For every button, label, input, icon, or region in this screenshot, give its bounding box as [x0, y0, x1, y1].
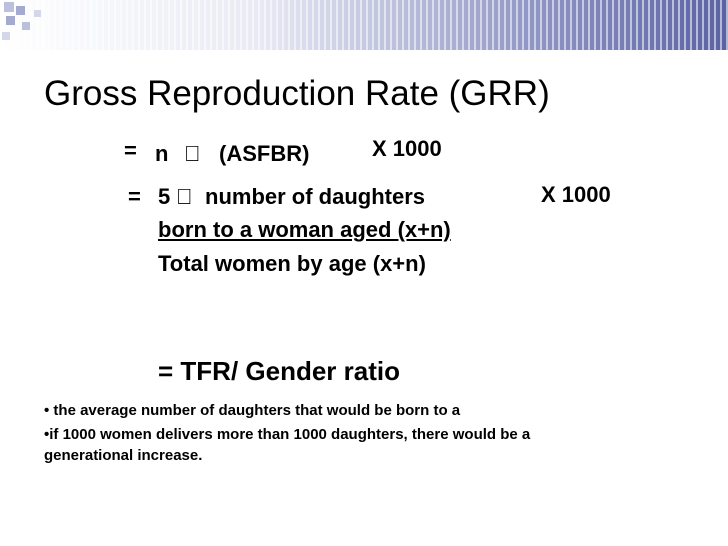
slide-title: Gross Reproduction Rate (GRR) — [44, 74, 550, 113]
sum-symbol:  — [184, 141, 201, 167]
header-stripes — [0, 0, 728, 50]
formula2-denominator: Total women by age (x+n) — [158, 251, 426, 276]
formula2-numerator-line2: born to a woman aged (x+n) — [158, 217, 451, 242]
formula2-multiplier: X 1000 — [541, 182, 611, 207]
decor-square — [34, 10, 41, 17]
formula2-equals: = — [128, 184, 141, 209]
sum-symbol:  — [176, 184, 193, 210]
note-line: • the average number of daughters that w… — [44, 402, 461, 419]
formula2-five: 5 — [158, 184, 171, 209]
formula1-equals: = — [124, 138, 137, 163]
decor-square — [22, 22, 30, 30]
formula3-tfr-gender-ratio: = TFR/ Gender ratio — [158, 356, 400, 386]
formula1-multiplier: X 1000 — [372, 136, 442, 161]
decor-square — [16, 6, 25, 15]
formula1-n: n — [155, 141, 169, 166]
decor-square — [2, 32, 10, 40]
formula2-numerator-line1: number of daughters — [205, 184, 426, 209]
formula1-asfbr: (ASFBR) — [219, 141, 310, 166]
note-line: •if 1000 women delivers more than 1000 d… — [44, 426, 531, 443]
decor-square — [4, 2, 14, 12]
decor-square — [6, 16, 15, 25]
note-line: generational increase. — [44, 447, 203, 464]
